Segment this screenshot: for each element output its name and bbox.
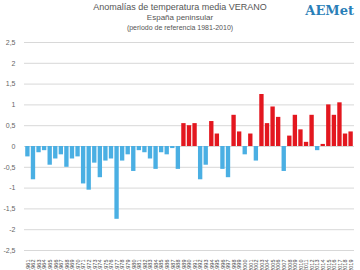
- html-text:AEMet: AEMet: [305, 3, 354, 18]
- svg-text:-2: -2: [9, 226, 15, 233]
- svg-text:2,5: 2,5: [6, 39, 16, 46]
- html-text:(periodo de referencia 1981-20: (periodo de referencia 1981-2010): [126, 24, 234, 31]
- svg-text:1: 1: [12, 101, 16, 108]
- svg-text:0,5: 0,5: [6, 122, 16, 129]
- svg-text:2019: 2019: [348, 260, 354, 270]
- svg-text:-0,5: -0,5: [3, 164, 15, 171]
- svg-text:2: 2: [12, 60, 16, 67]
- svg-text:0: 0: [12, 143, 16, 150]
- html-text:España peninsular: España peninsular: [146, 13, 214, 22]
- html-text:Anomalías de temperatura media: Anomalías de temperatura media VERANO: [93, 2, 267, 12]
- svg-text:-2,5: -2,5: [3, 247, 15, 254]
- svg-text:1,5: 1,5: [6, 80, 16, 87]
- svg-text:-1: -1: [9, 184, 15, 191]
- svg-text:-1,5: -1,5: [3, 205, 15, 212]
